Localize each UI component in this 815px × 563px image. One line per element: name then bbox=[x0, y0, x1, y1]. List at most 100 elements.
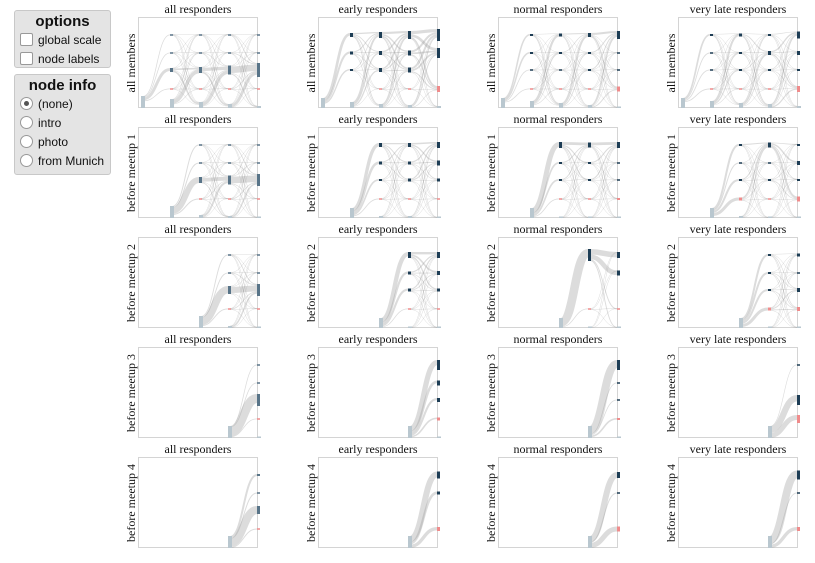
attendance-node[interactable] bbox=[768, 162, 771, 164]
attendance-node[interactable] bbox=[257, 272, 260, 274]
dropout-node[interactable] bbox=[617, 526, 620, 532]
dropout-node[interactable] bbox=[797, 86, 800, 92]
pending-node[interactable] bbox=[559, 103, 563, 108]
attendance-node[interactable] bbox=[350, 33, 353, 37]
attendance-node[interactable] bbox=[199, 162, 202, 164]
attendance-node[interactable] bbox=[228, 162, 231, 164]
attendance-node[interactable] bbox=[559, 142, 562, 148]
attendance-node[interactable] bbox=[408, 31, 411, 39]
attendance-node[interactable] bbox=[797, 179, 800, 181]
attendance-node[interactable] bbox=[559, 179, 562, 181]
attendance-node[interactable] bbox=[739, 144, 742, 146]
dropout-node[interactable] bbox=[408, 88, 411, 90]
dropout-node[interactable] bbox=[408, 308, 411, 310]
pending-node[interactable] bbox=[257, 326, 261, 329]
dropout-node[interactable] bbox=[559, 88, 562, 90]
attendance-node[interactable] bbox=[768, 69, 771, 71]
attendance-node[interactable] bbox=[257, 63, 260, 77]
attendance-node[interactable] bbox=[379, 161, 382, 165]
pending-node[interactable] bbox=[768, 536, 772, 548]
attendance-node[interactable] bbox=[437, 271, 440, 275]
attendance-node[interactable] bbox=[739, 33, 742, 37]
pending-node[interactable] bbox=[257, 436, 261, 439]
attendance-node[interactable] bbox=[739, 69, 742, 71]
pending-node[interactable] bbox=[588, 105, 592, 108]
attendance-node[interactable] bbox=[797, 470, 800, 480]
pending-node[interactable] bbox=[588, 536, 592, 548]
pending-node[interactable] bbox=[559, 216, 563, 219]
attendance-node[interactable] bbox=[710, 34, 713, 36]
dropout-node[interactable] bbox=[437, 527, 440, 531]
attendance-node[interactable] bbox=[257, 284, 260, 296]
pending-node[interactable] bbox=[350, 208, 354, 218]
pending-node[interactable] bbox=[617, 106, 621, 109]
attendance-node[interactable] bbox=[437, 29, 440, 41]
attendance-node[interactable] bbox=[257, 254, 260, 256]
attendance-node[interactable] bbox=[379, 179, 382, 181]
dropout-node[interactable] bbox=[797, 196, 800, 202]
attendance-node[interactable] bbox=[588, 52, 591, 54]
attendance-node[interactable] bbox=[768, 254, 771, 256]
attendance-node[interactable] bbox=[797, 161, 800, 165]
attendance-node[interactable] bbox=[617, 142, 620, 148]
pending-node[interactable] bbox=[710, 101, 714, 108]
attendance-node[interactable] bbox=[437, 398, 440, 402]
pending-node[interactable] bbox=[681, 98, 685, 108]
radio-icon[interactable] bbox=[20, 116, 33, 129]
pending-node[interactable] bbox=[379, 318, 383, 328]
attendance-node[interactable] bbox=[617, 31, 620, 39]
pending-node[interactable] bbox=[170, 206, 174, 218]
pending-node[interactable] bbox=[588, 426, 592, 438]
checkbox-icon[interactable] bbox=[20, 52, 33, 65]
dropout-node[interactable] bbox=[617, 198, 620, 200]
pending-node[interactable] bbox=[797, 216, 801, 219]
dropout-node[interactable] bbox=[797, 527, 800, 531]
global-scale-checkbox[interactable]: global scale bbox=[15, 30, 110, 49]
attendance-node[interactable] bbox=[437, 288, 440, 292]
attendance-node[interactable] bbox=[768, 34, 771, 36]
attendance-node[interactable] bbox=[170, 34, 173, 36]
dropout-node[interactable] bbox=[797, 415, 800, 423]
dropout-node[interactable] bbox=[228, 88, 231, 90]
radio-icon[interactable] bbox=[20, 154, 33, 167]
dropout-node[interactable] bbox=[257, 528, 260, 530]
pending-node[interactable] bbox=[379, 216, 383, 218]
attendance-node[interactable] bbox=[797, 51, 800, 55]
dropout-node[interactable] bbox=[199, 198, 202, 200]
attendance-node[interactable] bbox=[350, 69, 353, 71]
attendance-node[interactable] bbox=[408, 143, 411, 147]
dropout-node[interactable] bbox=[710, 88, 713, 90]
dropout-node[interactable] bbox=[257, 198, 260, 200]
attendance-node[interactable] bbox=[617, 382, 620, 384]
dropout-node[interactable] bbox=[768, 307, 771, 311]
pending-node[interactable] bbox=[617, 326, 621, 329]
attendance-node[interactable] bbox=[797, 395, 800, 405]
attendance-node[interactable] bbox=[437, 491, 440, 495]
attendance-node[interactable] bbox=[408, 50, 411, 56]
attendance-node[interactable] bbox=[588, 249, 591, 261]
attendance-node[interactable] bbox=[257, 364, 260, 366]
attendance-node[interactable] bbox=[199, 144, 202, 146]
attendance-node[interactable] bbox=[617, 179, 620, 181]
attendance-node[interactable] bbox=[228, 175, 231, 185]
pending-node[interactable] bbox=[408, 216, 412, 218]
attendance-node[interactable] bbox=[588, 179, 591, 181]
dropout-node[interactable] bbox=[617, 308, 620, 310]
attendance-node[interactable] bbox=[437, 252, 440, 258]
attendance-node[interactable] bbox=[797, 288, 800, 292]
pending-node[interactable] bbox=[437, 436, 441, 439]
dropout-node[interactable] bbox=[617, 418, 620, 420]
radio-none[interactable]: (none) bbox=[15, 94, 110, 113]
dropout-node[interactable] bbox=[437, 198, 440, 200]
attendance-node[interactable] bbox=[257, 162, 260, 164]
attendance-node[interactable] bbox=[797, 364, 800, 366]
attendance-node[interactable] bbox=[530, 69, 533, 71]
dropout-node[interactable] bbox=[228, 198, 231, 200]
attendance-node[interactable] bbox=[257, 394, 260, 406]
pending-node[interactable] bbox=[228, 326, 232, 328]
attendance-node[interactable] bbox=[710, 52, 713, 54]
attendance-node[interactable] bbox=[408, 161, 411, 165]
attendance-node[interactable] bbox=[437, 360, 440, 370]
attendance-node[interactable] bbox=[228, 272, 231, 274]
pending-node[interactable] bbox=[199, 215, 203, 218]
